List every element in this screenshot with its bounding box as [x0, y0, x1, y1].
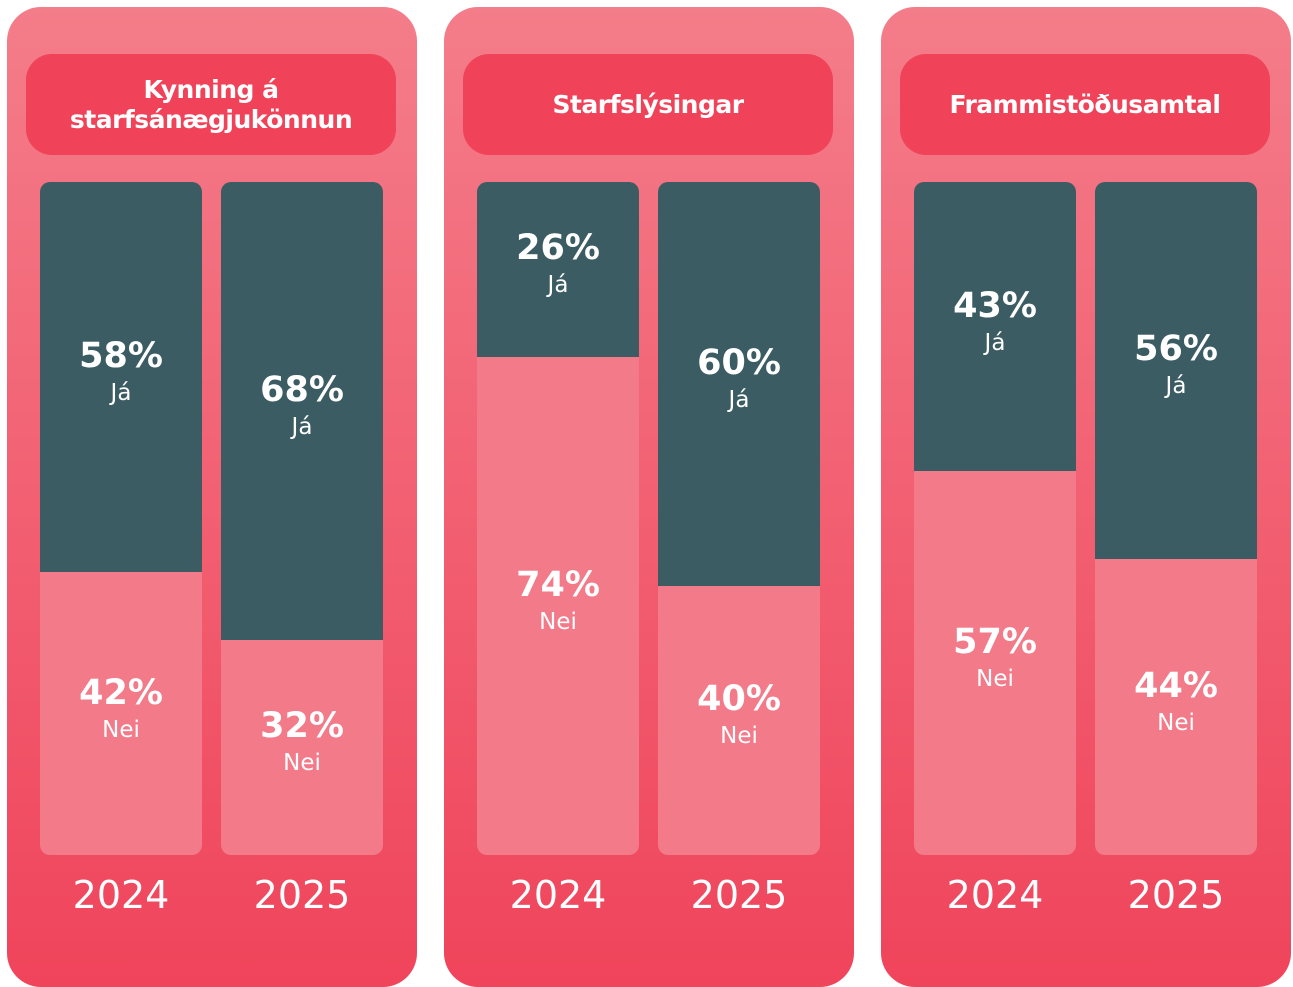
- bar-segment: 26% Já: [477, 182, 639, 357]
- chart-title: Frammistöðusamtal: [900, 54, 1270, 155]
- stacked-bar: 43% Já 57% Nei: [914, 182, 1076, 855]
- value-label: 58%: [79, 336, 163, 377]
- stacked-bar: 26% Já 74% Nei: [477, 182, 639, 855]
- value-label: 74%: [516, 564, 600, 605]
- bar-segment: 42% Nei: [40, 572, 202, 855]
- segment-label: Nei: [102, 716, 140, 743]
- page: Kynning á starfsánægjukönnun 58% Já 42% Nei 2…: [7, 7, 1291, 987]
- stacked-bar: 68% Já 32% Nei: [221, 182, 383, 855]
- chart-panel: Kynning á starfsánægjukönnun 58% Já 42% Nei 2…: [7, 7, 417, 987]
- bar-segment: 58% Já: [40, 182, 202, 573]
- bar-segment: 32% Nei: [221, 639, 383, 855]
- segment-label: Já: [1165, 373, 1187, 400]
- chart-panel: Starfslýsingar 26% Já 74% Nei 2024 60% Já 40% Nei…: [444, 7, 854, 987]
- segment-label: Nei: [283, 750, 321, 777]
- x-tick-label: 2024: [946, 873, 1044, 917]
- chart-title: Kynning á starfsánægjukönnun: [26, 54, 396, 155]
- value-label: 60%: [697, 342, 781, 383]
- value-label: 56%: [1134, 329, 1218, 370]
- value-label: 44%: [1134, 665, 1218, 706]
- segment-label: Nei: [1157, 709, 1195, 736]
- x-tick-label: 2025: [1127, 873, 1225, 917]
- segment-label: Já: [547, 272, 569, 299]
- segment-label: Já: [728, 386, 750, 413]
- x-tick-label: 2024: [509, 873, 607, 917]
- x-tick-label: 2025: [690, 873, 788, 917]
- x-tick-label: 2025: [253, 873, 351, 917]
- value-label: 26%: [516, 228, 600, 269]
- value-label: 32%: [260, 706, 344, 747]
- stacked-bar: 58% Já 42% Nei: [40, 182, 202, 855]
- bar-segment: 60% Já: [658, 182, 820, 586]
- bar-segment: 74% Nei: [477, 356, 639, 855]
- value-label: 40%: [697, 679, 781, 720]
- chart-panel: Frammistöðusamtal 43% Já 57% Nei 2024 56% Já 44%…: [881, 7, 1291, 987]
- segment-label: Nei: [976, 666, 1014, 693]
- bar-segment: 40% Nei: [658, 585, 820, 855]
- value-label: 68%: [260, 369, 344, 410]
- stacked-bar: 56% Já 44% Nei: [1095, 182, 1257, 855]
- segment-label: Nei: [720, 723, 758, 750]
- value-label: 42%: [79, 672, 163, 713]
- bar-segment: 44% Nei: [1095, 558, 1257, 855]
- bar-segment: 56% Já: [1095, 182, 1257, 559]
- bar-segment: 43% Já: [914, 182, 1076, 472]
- x-tick-label: 2024: [72, 873, 170, 917]
- bar-segment: 57% Nei: [914, 471, 1076, 855]
- segment-label: Nei: [539, 608, 577, 635]
- segment-label: Já: [291, 413, 313, 440]
- segment-label: Já: [110, 380, 132, 407]
- segment-label: Já: [984, 329, 1006, 356]
- value-label: 57%: [953, 622, 1037, 663]
- chart-title: Starfslýsingar: [463, 54, 833, 155]
- bar-segment: 68% Já: [221, 182, 383, 640]
- stacked-bar: 60% Já 40% Nei: [658, 182, 820, 855]
- value-label: 43%: [953, 285, 1037, 326]
